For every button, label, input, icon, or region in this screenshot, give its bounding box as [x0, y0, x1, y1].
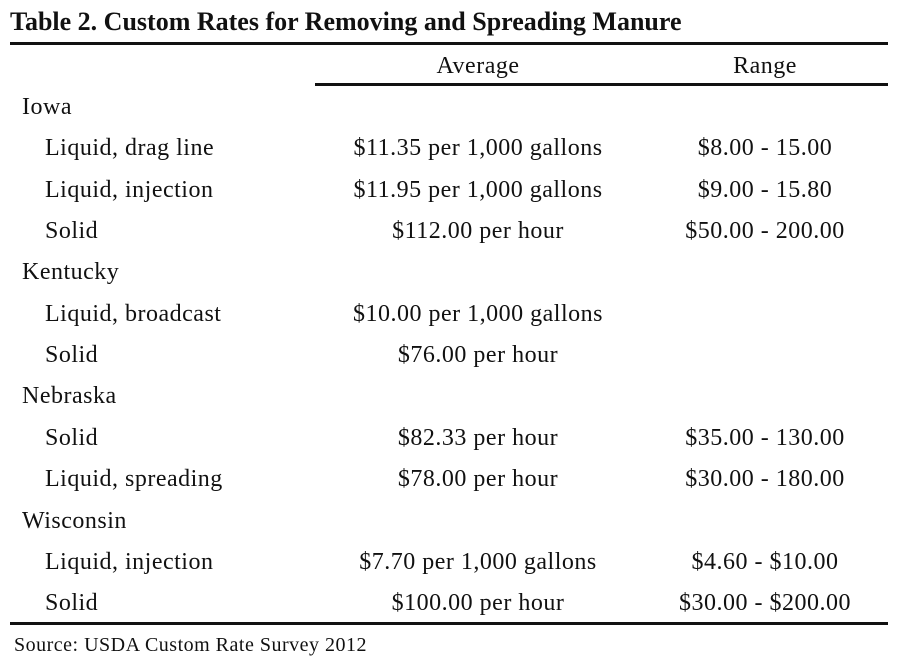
header-rule [315, 83, 888, 86]
row-label: Liquid, drag line [45, 135, 215, 162]
average-cell: $78.00 per hour [397, 466, 559, 493]
row-label: Solid [45, 424, 99, 451]
average-cell: $76.00 per hour [397, 342, 559, 369]
row-label: Liquid, injection [45, 548, 214, 575]
average-cell: $82.33 per hour [397, 424, 559, 451]
range-cell: $50.00 - 200.00 [685, 218, 845, 245]
range-cell: $35.00 - 130.00 [685, 424, 845, 451]
range-cell: $30.00 - $200.00 [679, 590, 851, 617]
top-rule [10, 42, 888, 45]
average-cell: $10.00 per 1,000 gallons [353, 300, 603, 327]
row-label: Liquid, injection [45, 176, 214, 203]
column-header: Range [733, 53, 797, 79]
row-label: Solid [45, 342, 99, 369]
average-cell: $7.70 per 1,000 gallons [359, 548, 597, 575]
row-label: Solid [45, 590, 99, 617]
range-cell: $8.00 - 15.00 [697, 135, 833, 162]
group-label: Kentucky [22, 259, 120, 286]
range-cell: $4.60 - $10.00 [691, 548, 839, 575]
range-cell: $30.00 - 180.00 [685, 466, 845, 493]
average-cell: $100.00 per hour [391, 590, 565, 617]
group-label: Iowa [22, 94, 72, 120]
bottom-rule [10, 622, 888, 625]
column-header: Average [436, 53, 520, 79]
table-title: Table 2. Custom Rates for Removing and S… [10, 7, 682, 36]
source-note: Source: USDA Custom Rate Survey 2012 [14, 634, 367, 656]
average-cell: $11.95 per 1,000 gallons [353, 176, 603, 203]
group-label: Nebraska [22, 383, 117, 410]
row-label: Liquid, broadcast [45, 300, 222, 327]
row-label: Liquid, spreading [45, 466, 223, 493]
average-cell: $112.00 per hour [392, 218, 564, 245]
average-cell: $11.35 per 1,000 gallons [353, 135, 603, 162]
row-label: Solid [45, 218, 99, 245]
group-label: Wisconsin [22, 507, 127, 534]
range-cell: $9.00 - 15.80 [697, 176, 833, 203]
